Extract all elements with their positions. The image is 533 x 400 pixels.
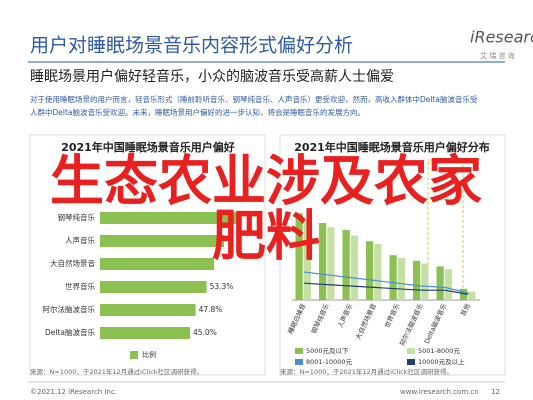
legend-swatch [407, 359, 415, 365]
legend-label: 比例 [142, 350, 156, 359]
chart-title: 2021年中国睡眠场景音乐用户偏好 [61, 140, 235, 154]
x-tick-label: 人声音乐 [335, 301, 354, 329]
category-label: 阿尔法脑波音乐 [43, 304, 96, 314]
copyright: ©2021.12 iResearch Inc. [30, 388, 117, 396]
subtitle: 睡眠场景用户偏好轻音乐，小众的脑波音乐受高薪人士偏爱 [30, 68, 394, 85]
category-label: Delta脑波音乐 [45, 327, 96, 337]
paragraph: 人群中Delta脑波音乐受欢迎。未来，睡眠场景用户偏好的进一步认知，将会是睡眠音… [30, 107, 365, 117]
logo-sub: 艾 瑞 咨 询 [480, 51, 515, 60]
source: 来源：N=1000，于2021年12月通过iClick社区调研获得。 [280, 367, 453, 376]
category-label: 人声音乐 [65, 235, 95, 245]
bar [100, 212, 240, 224]
title: 用户对睡眠场景音乐内容形式偏好分析 [30, 35, 353, 57]
x-tick-label: 世界音乐 [382, 301, 401, 329]
x-tick-label: 大自然场景音 [353, 301, 378, 341]
x-tick-label: 睡眠白噪音 [285, 301, 307, 335]
overlay-text: 生态农业涉及农家 [50, 150, 482, 213]
bar [100, 281, 207, 293]
x-tick-label: 阿尔法脑波音乐 [397, 301, 425, 346]
category-label: 大自然场景音 [50, 258, 95, 268]
logo: iResearch [470, 28, 533, 47]
left-panel [29, 134, 266, 376]
line [303, 282, 469, 295]
legend-swatch [130, 351, 138, 359]
bar [413, 260, 421, 300]
legend-label: 8001-10000元 [306, 358, 353, 366]
category-label: 世界音乐 [65, 281, 95, 291]
category-label: 钢琴纯音乐 [58, 212, 96, 222]
bar [397, 258, 405, 300]
bar [468, 291, 476, 300]
bar [389, 255, 397, 300]
chart-title: 2021年中国睡眠场景音乐用户偏好分布 [294, 140, 490, 154]
legend-label: 5000元及以下 [306, 347, 349, 355]
bar [350, 235, 358, 300]
legend-swatch [407, 348, 415, 354]
bar [100, 304, 196, 316]
bar [460, 288, 468, 300]
line [303, 271, 469, 294]
legend-swatch [295, 348, 303, 354]
bar [374, 244, 382, 300]
page-number: 12 [491, 388, 500, 396]
bar [444, 269, 452, 300]
right-panel [279, 134, 506, 376]
bar [319, 223, 327, 300]
bar [295, 213, 303, 300]
bar [100, 327, 190, 339]
x-tick-label: Delta脑波音乐 [422, 301, 449, 345]
bar [421, 263, 429, 300]
bar [100, 235, 224, 247]
bar [366, 241, 374, 300]
website: www.iresearch.com.cn [400, 388, 479, 396]
legend-label: 10000元及以上 [418, 357, 465, 366]
bar [327, 227, 335, 300]
overlay-text: 肥料 [212, 205, 320, 268]
legend-label: 5001-8000元 [418, 347, 460, 355]
bar [100, 258, 214, 270]
value-label: 47.8% [199, 305, 223, 314]
value-label: 53.3% [210, 282, 234, 291]
legend-swatch [295, 359, 303, 365]
source: 来源：N=1000，于2021年12月通过iClick社区调研获得。 [30, 367, 203, 376]
bar [436, 266, 444, 300]
value-label: 45.0% [193, 328, 217, 337]
x-tick-label: 钢琴纯音乐 [309, 301, 331, 335]
bar [342, 230, 350, 300]
bar [303, 218, 311, 300]
x-tick-label: 其他 [458, 301, 472, 317]
paragraph: 对于使用睡眠场景的用户而言，轻音乐形式（睡前聆听音乐、钢琴纯音乐、人声音乐）更受… [30, 94, 478, 104]
